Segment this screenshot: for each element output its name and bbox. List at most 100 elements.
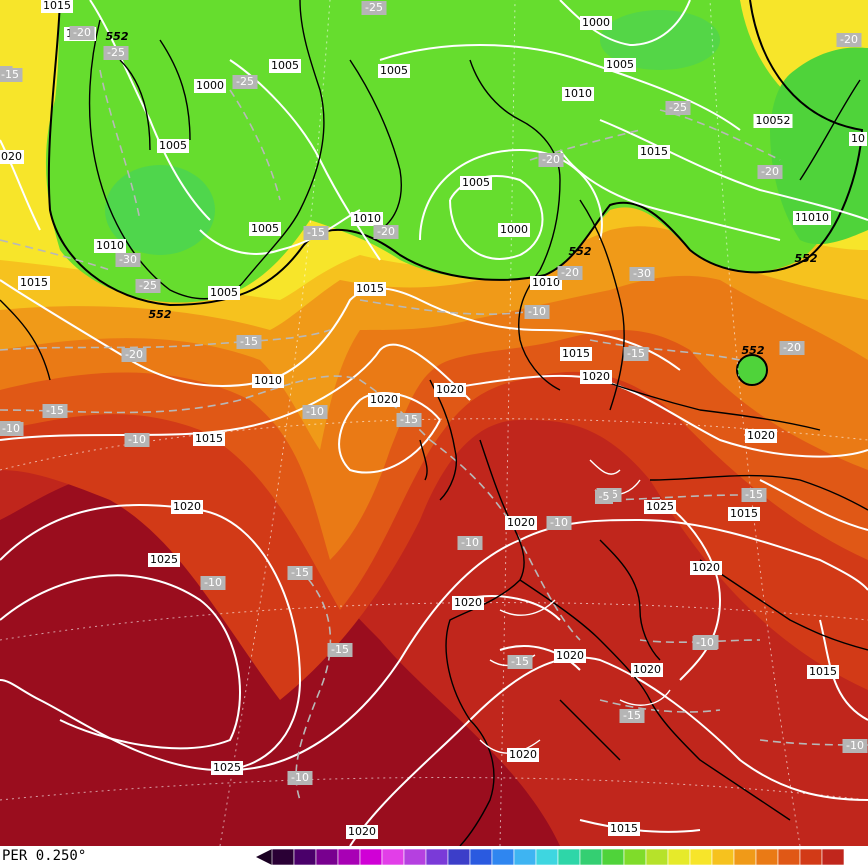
temperature-label: -15 — [0, 68, 23, 82]
pressure-label: 1020 — [452, 596, 484, 610]
pressure-label: 1025 — [148, 553, 180, 567]
svg-text:1010: 1010 — [564, 87, 592, 100]
pressure-label: 1010 — [562, 87, 594, 101]
isotherms — [0, 69, 868, 801]
svg-text:-25: -25 — [139, 279, 157, 292]
svg-text:-20: -20 — [561, 266, 579, 279]
temperature-label: -15 — [396, 413, 422, 427]
svg-text:552: 552 — [569, 245, 592, 258]
svg-text:1020: 1020 — [507, 516, 535, 529]
scale-cell — [425, 849, 449, 865]
svg-text:-15: -15 — [511, 655, 529, 668]
scale-cell — [557, 849, 581, 865]
pressure-labels: 1015 1005 1005 1005 1000 1005 1005 1010 1015 1005… — [0, 0, 867, 839]
temperature-label: -20 — [836, 33, 862, 47]
scale-cell — [821, 849, 845, 865]
temperature-label: -15 — [623, 347, 649, 361]
svg-text:1015: 1015 — [20, 276, 48, 289]
temperature-field — [0, 0, 868, 846]
svg-text:-25: -25 — [365, 1, 383, 14]
pressure-label: 1020 — [434, 383, 466, 397]
temperature-label: -10 — [124, 433, 150, 447]
height-552-line — [47, 0, 864, 386]
svg-text:1015: 1015 — [562, 347, 590, 360]
svg-text:-15: -15 — [1, 68, 19, 81]
scale-cell — [271, 849, 295, 865]
temperature-label: -15 — [303, 226, 329, 240]
scale-cell — [535, 849, 559, 865]
pressure-label: 1015 — [807, 665, 839, 679]
pressure-label: 1020 — [690, 561, 722, 575]
svg-text:-20: -20 — [542, 153, 560, 166]
pressure-label: 1020 — [745, 429, 777, 443]
svg-text:1015: 1015 — [730, 507, 758, 520]
pressure-label: 10 — [849, 132, 867, 146]
scale-cell — [623, 849, 647, 865]
scale-cell — [469, 849, 493, 865]
temperature-label: -15 — [287, 566, 313, 580]
temperature-label: -20 — [757, 165, 783, 179]
svg-text:1000: 1000 — [500, 223, 528, 236]
pressure-label: 1020 — [507, 748, 539, 762]
svg-text:1025: 1025 — [150, 553, 178, 566]
svg-text:1005: 1005 — [462, 176, 490, 189]
temperature-label: -15 — [507, 655, 533, 669]
svg-text:1025: 1025 — [646, 500, 674, 513]
svg-text:-10: -10 — [696, 636, 714, 649]
height-552-label: 552 — [149, 308, 172, 321]
svg-text:-15: -15 — [623, 709, 641, 722]
svg-text:-15: -15 — [240, 335, 258, 348]
temperature-label: -10 — [0, 422, 24, 436]
temperature-label: -15 — [42, 404, 68, 418]
height-552-label: 552 — [795, 252, 818, 265]
svg-text:1005: 1005 — [380, 64, 408, 77]
scale-cell — [447, 849, 471, 865]
pressure-label: 1020 — [505, 516, 537, 530]
pressure-label: 1010 — [530, 276, 562, 290]
graticule — [0, 0, 868, 846]
pressure-label: 1000 — [498, 223, 530, 237]
svg-text:-15: -15 — [291, 566, 309, 579]
scale-cell — [359, 849, 383, 865]
temperature-label: -20 — [538, 153, 564, 167]
pressure-label: 1015 — [638, 145, 670, 159]
svg-text:1020: 1020 — [370, 393, 398, 406]
svg-text:1010: 1010 — [254, 374, 282, 387]
svg-text:1015: 1015 — [640, 145, 668, 158]
temperature-label: -25 — [665, 101, 691, 115]
pressure-label: 1010 — [94, 239, 126, 253]
pressure-label: 1015 — [728, 507, 760, 521]
temperature-label: -10 — [546, 516, 572, 530]
svg-text:1010: 1010 — [353, 212, 381, 225]
scale-cell — [777, 849, 801, 865]
temperature-label: -10 — [200, 576, 226, 590]
svg-text:-10: -10 — [528, 305, 546, 318]
scale-cell — [381, 849, 405, 865]
temperature-label: -15 — [619, 709, 645, 723]
height-552-label: 552 — [742, 344, 765, 357]
pressure-label: 1005 — [604, 58, 636, 72]
pressure-label: 1010 — [351, 212, 383, 226]
pressure-label: 10052 — [753, 114, 793, 128]
svg-text:-10: -10 — [204, 576, 222, 589]
temperature-label: -20 — [69, 26, 95, 40]
temperature-label: -10 — [842, 739, 868, 753]
svg-text:1025: 1025 — [213, 761, 241, 774]
scale-cell — [293, 849, 317, 865]
pressure-label: 1015 — [193, 432, 225, 446]
svg-text:-20: -20 — [73, 26, 91, 39]
svg-text:-10: -10 — [846, 739, 864, 752]
temperature-label: -15 — [327, 643, 353, 657]
scale-cell — [733, 849, 757, 865]
temperature-label: -15 — [741, 488, 767, 502]
svg-text:1015: 1015 — [356, 282, 384, 295]
temperature-label: -30 — [115, 253, 141, 267]
svg-text:-15: -15 — [627, 347, 645, 360]
pressure-label: 1010 — [252, 374, 284, 388]
svg-text:1005: 1005 — [271, 59, 299, 72]
pressure-label: 1020 — [171, 500, 203, 514]
svg-text:-30: -30 — [119, 253, 137, 266]
svg-text:1020: 1020 — [747, 429, 775, 442]
temperature-label: -20 — [557, 266, 583, 280]
pressure-label: 1005 — [378, 64, 410, 78]
